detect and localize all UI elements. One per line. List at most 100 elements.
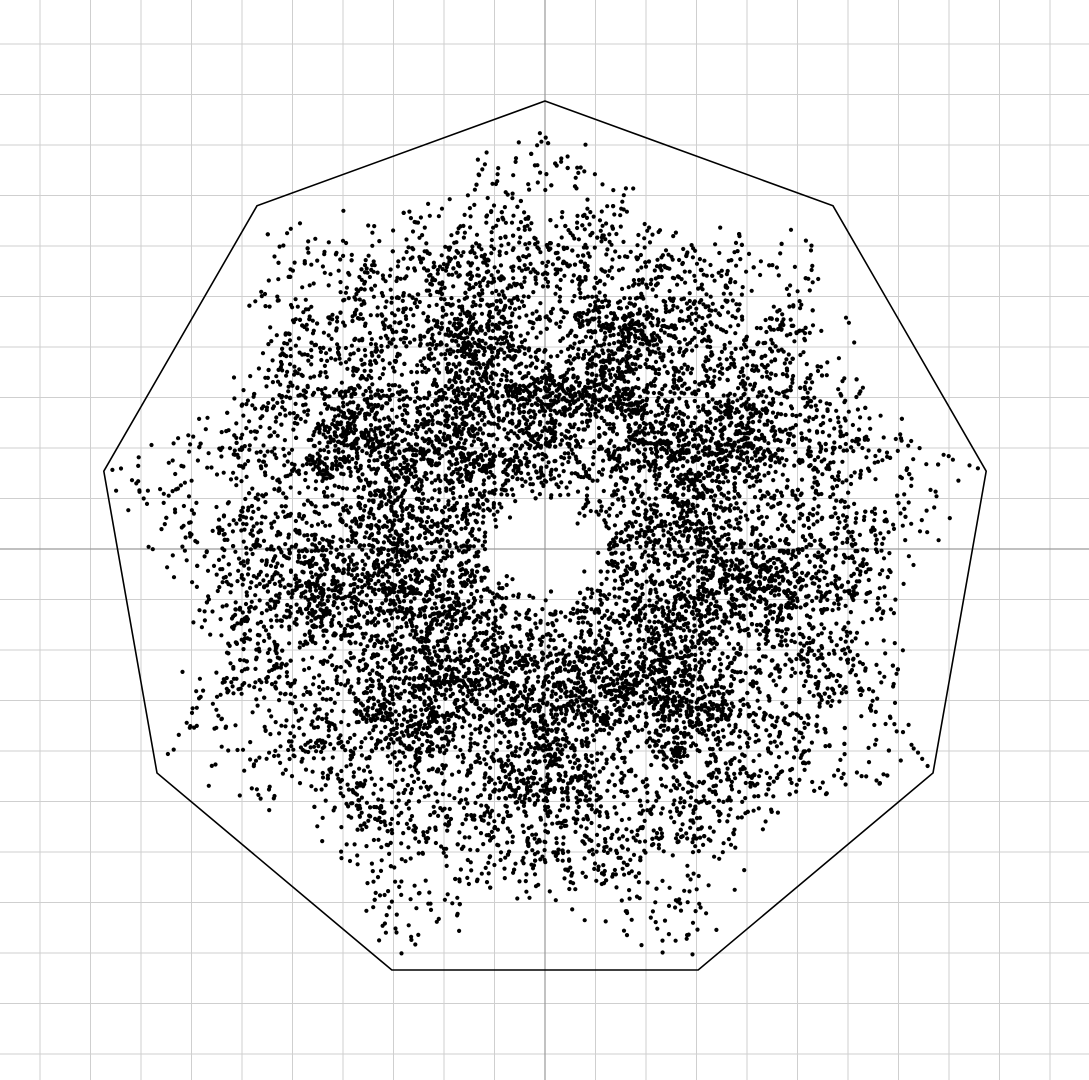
fractal-point xyxy=(442,505,447,510)
fractal-point xyxy=(366,498,372,503)
fractal-point xyxy=(703,470,709,475)
fractal-point xyxy=(744,426,749,431)
fractal-point xyxy=(447,514,452,520)
fractal-point xyxy=(436,704,441,710)
fractal-point xyxy=(366,515,371,520)
fractal-point xyxy=(427,304,432,309)
fractal-point xyxy=(594,509,599,514)
fractal-point xyxy=(498,299,503,305)
fractal-point xyxy=(797,299,802,304)
fractal-point xyxy=(507,283,512,288)
fractal-point xyxy=(510,834,515,839)
fractal-point xyxy=(767,673,772,679)
fractal-point xyxy=(597,315,602,320)
fractal-point xyxy=(558,319,564,324)
fractal-point xyxy=(410,382,416,387)
fractal-point xyxy=(329,336,334,341)
fractal-point xyxy=(483,646,488,651)
fractal-point xyxy=(364,377,369,382)
fractal-point xyxy=(233,549,238,554)
fractal-point xyxy=(872,506,877,511)
fractal-point xyxy=(496,292,502,297)
fractal-point xyxy=(851,449,856,454)
fractal-point xyxy=(440,408,445,413)
fractal-point xyxy=(534,309,539,314)
fractal-point xyxy=(631,702,637,707)
fractal-point xyxy=(754,733,759,738)
fractal-point xyxy=(461,426,466,431)
fractal-point xyxy=(686,780,691,785)
fractal-point xyxy=(468,741,473,746)
fractal-point xyxy=(568,618,573,623)
fractal-point xyxy=(758,326,763,331)
fractal-point xyxy=(309,348,314,353)
fractal-point xyxy=(411,740,416,745)
fractal-point xyxy=(706,399,711,405)
fractal-point xyxy=(720,728,726,733)
fractal-point xyxy=(288,485,293,490)
fractal-point xyxy=(406,806,411,811)
fractal-point xyxy=(262,724,267,730)
fractal-point xyxy=(303,419,308,424)
fractal-point xyxy=(454,240,459,245)
fractal-point xyxy=(544,314,549,319)
fractal-point xyxy=(768,751,774,756)
fractal-point xyxy=(303,471,308,476)
fractal-point xyxy=(532,836,537,841)
fractal-point xyxy=(750,532,755,537)
fractal-point xyxy=(494,307,499,312)
fractal-point xyxy=(460,821,465,827)
fractal-point xyxy=(300,373,305,378)
fractal-point xyxy=(489,237,494,243)
fractal-point xyxy=(686,488,691,493)
fractal-point xyxy=(294,581,299,586)
fractal-point xyxy=(420,742,425,748)
fractal-point xyxy=(719,349,725,354)
fractal-point xyxy=(708,416,713,421)
fractal-point xyxy=(388,684,393,689)
fractal-point xyxy=(585,586,590,591)
fractal-point xyxy=(319,749,324,755)
fractal-point xyxy=(724,702,729,707)
fractal-point xyxy=(432,356,437,361)
fractal-point xyxy=(582,169,587,174)
fractal-point xyxy=(449,311,454,316)
fractal-point xyxy=(553,467,559,472)
fractal-point xyxy=(836,606,841,611)
fractal-point xyxy=(281,446,286,452)
fractal-point xyxy=(429,550,434,555)
fractal-point xyxy=(637,839,642,844)
fractal-point xyxy=(791,755,797,760)
fractal-point xyxy=(278,760,283,766)
fractal-point xyxy=(744,564,749,569)
fractal-point xyxy=(605,204,610,209)
fractal-point xyxy=(397,676,402,682)
fractal-point xyxy=(272,446,277,451)
fractal-point xyxy=(284,670,289,675)
fractal-point xyxy=(730,314,735,319)
fractal-point xyxy=(660,783,665,788)
fractal-point xyxy=(728,503,733,508)
fractal-point xyxy=(202,618,207,623)
fractal-point xyxy=(800,570,805,576)
fractal-point xyxy=(278,382,283,387)
fractal-point xyxy=(580,659,585,665)
fractal-point xyxy=(692,273,697,278)
fractal-point xyxy=(583,412,589,417)
fractal-point xyxy=(286,747,291,753)
fractal-point xyxy=(440,314,445,319)
fractal-point xyxy=(917,529,923,534)
fractal-point xyxy=(713,493,718,498)
fractal-point xyxy=(580,438,585,443)
fractal-point xyxy=(567,354,573,359)
fractal-point xyxy=(687,269,692,274)
fractal-point xyxy=(390,392,395,397)
fractal-point xyxy=(522,351,527,356)
fractal-point xyxy=(409,568,415,574)
fractal-point xyxy=(391,536,397,541)
fractal-point xyxy=(645,682,650,687)
fractal-point xyxy=(413,474,419,479)
fractal-point xyxy=(188,520,193,525)
fractal-point xyxy=(597,218,603,223)
fractal-point xyxy=(554,224,559,229)
